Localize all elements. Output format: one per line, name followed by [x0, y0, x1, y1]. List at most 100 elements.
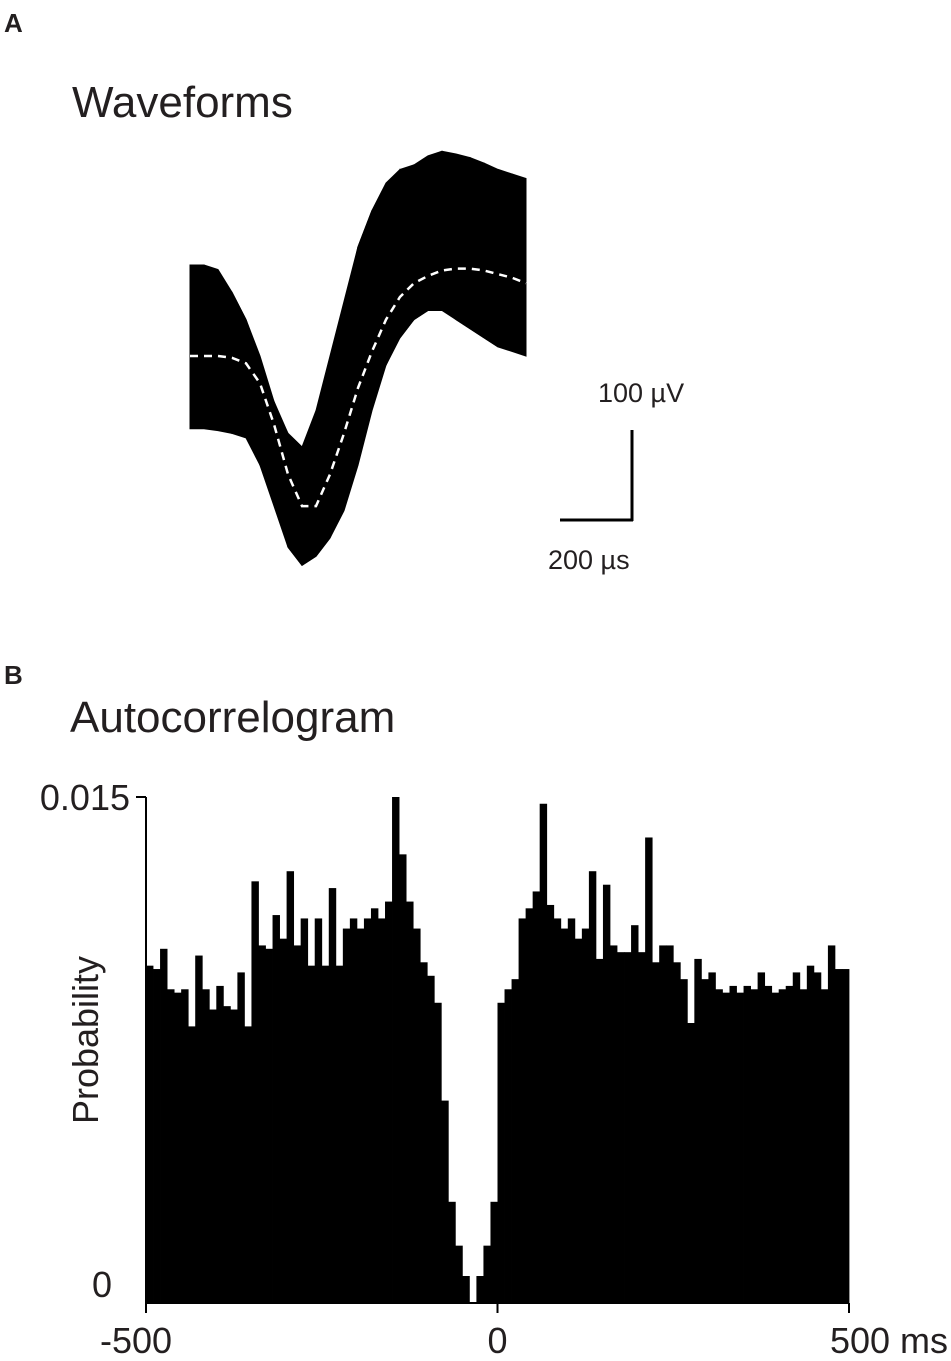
autocorrelogram-bar: [370, 908, 379, 1303]
autocorrelogram-bars: [146, 797, 850, 1303]
autocorrelogram-bar: [216, 985, 224, 1303]
autocorrelogram-bar: [708, 972, 716, 1303]
autocorrelogram-bar: [160, 948, 168, 1303]
y-axis-title: Probability: [65, 956, 106, 1124]
waveform-trace: [189, 216, 527, 509]
autocorrelogram-bar: [300, 918, 309, 1303]
autocorrelogram-bar: [328, 888, 337, 1303]
autocorrelogram-bar: [293, 945, 302, 1303]
autocorrelogram-bar: [399, 854, 407, 1303]
autocorrelogram-bar: [736, 992, 744, 1303]
x-tick-label-zero: 0: [487, 1320, 507, 1361]
scale-bar-time-label: 200 µs: [548, 545, 630, 575]
autocorrelogram-bar: [511, 979, 519, 1303]
autocorrelogram-bar: [652, 962, 660, 1303]
autocorrelogram-bar: [624, 952, 632, 1303]
autocorrelogram-bar: [279, 938, 287, 1303]
autocorrelogram-bar: [834, 969, 843, 1303]
autocorrelogram-bar: [448, 1201, 456, 1303]
autocorrelogram-bar: [750, 989, 759, 1303]
autocorrelogram-bar: [666, 945, 674, 1303]
waveform-trace: [189, 231, 527, 511]
autocorrelogram-bar: [539, 803, 548, 1303]
mean-waveform-line: [190, 267, 527, 508]
waveforms-title: Waveforms: [72, 78, 293, 127]
autocorrelogram-bar: [385, 901, 393, 1303]
autocorrelogram-bar: [722, 992, 730, 1303]
autocorrelogram-bar: [841, 969, 850, 1303]
autocorrelogram-bar: [321, 965, 330, 1303]
autocorrelogram-bar: [363, 918, 372, 1303]
autocorrelogram-bar: [778, 989, 787, 1303]
autocorrelogram-bar: [202, 989, 210, 1303]
autocorrelogram-bar: [476, 1276, 484, 1303]
x-tick-label-min: -500: [100, 1320, 172, 1361]
waveform-trace: [189, 153, 527, 448]
waveform-trace: [189, 280, 527, 555]
autocorrelogram-bar: [574, 938, 583, 1303]
autocorrelogram-bar: [743, 985, 751, 1303]
autocorrelogram-bar: [701, 979, 709, 1303]
waveform-envelope-fill: [189, 150, 527, 566]
autocorrelogram-bar: [771, 992, 780, 1303]
autocorrelogram-bar: [307, 965, 316, 1303]
waveform-trace: [189, 174, 527, 467]
autocorrelogram-bar: [167, 989, 175, 1303]
autocorrelogram-bar: [223, 1006, 231, 1303]
autocorrelogram-bar: [694, 958, 702, 1303]
waveform-trace: [189, 267, 527, 544]
autocorrelogram-bar: [553, 918, 562, 1303]
panel-b-letter: B: [4, 660, 23, 690]
autocorrelogram-bar: [497, 1002, 505, 1303]
autocorrelogram-bar: [659, 945, 667, 1303]
autocorrelogram-bar: [230, 1009, 238, 1303]
autocorrelogram-bar: [272, 915, 280, 1303]
autocorrelogram-bar: [532, 891, 541, 1303]
y-tick-label-max: 0.015: [40, 777, 130, 818]
autocorrelogram-bar: [188, 1026, 196, 1303]
autocorrelogram-axes: 0.015 0 -500 0 500 ms Probability: [40, 777, 948, 1361]
autocorrelogram-bar: [680, 979, 688, 1303]
autocorrelogram-bar: [413, 928, 421, 1303]
autocorrelogram-bar: [490, 1201, 498, 1303]
autocorrelogram-bar: [631, 925, 639, 1303]
autocorrelogram-title: Autocorrelogram: [70, 693, 396, 742]
waveforms-plot: [189, 150, 634, 566]
waveform-trace: [189, 177, 527, 470]
autocorrelogram-bar: [377, 918, 386, 1303]
autocorrelogram-bar: [427, 975, 435, 1303]
autocorrelogram-bar: [504, 989, 512, 1303]
waveform-trace: [189, 171, 527, 458]
waveform-envelope: [189, 150, 527, 566]
autocorrelogram-bar: [314, 918, 323, 1303]
autocorrelogram-bar: [715, 989, 723, 1303]
panel-a-letter: A: [4, 8, 23, 38]
autocorrelogram-bar: [153, 969, 161, 1303]
autocorrelogram-bar: [406, 901, 414, 1303]
autocorrelogram-bar: [820, 989, 829, 1303]
autocorrelogram-bar: [673, 962, 681, 1303]
autocorrelogram-bar: [609, 945, 618, 1303]
waveform-trace: [189, 265, 527, 527]
autocorrelogram-bar: [567, 918, 576, 1303]
autocorrelogram-bar: [181, 989, 189, 1303]
waveform-trace: [189, 180, 527, 481]
scale-bar-amplitude-label: 100 µV: [598, 378, 685, 408]
waveform-traces: [189, 150, 527, 566]
autocorrelogram-bar: [813, 972, 822, 1303]
autocorrelogram-bar: [546, 904, 555, 1303]
autocorrelogram-bar: [792, 972, 801, 1303]
autocorrelogram-bar: [595, 958, 604, 1303]
autocorrelogram-bar: [645, 837, 653, 1303]
autocorrelogram-bar: [265, 948, 273, 1303]
y-tick-label-zero: 0: [92, 1264, 112, 1305]
autocorrelogram-bar: [525, 908, 534, 1303]
waveform-trace: [189, 288, 527, 555]
autocorrelogram-bar: [827, 945, 836, 1303]
autocorrelogram-bar: [174, 992, 182, 1303]
autocorrelogram-bar: [806, 965, 815, 1303]
autocorrelogram-bar: [342, 928, 351, 1303]
autocorrelogram-bar: [335, 965, 344, 1303]
autocorrelogram-bar: [434, 1002, 442, 1303]
autocorrelogram-bar: [617, 952, 625, 1303]
